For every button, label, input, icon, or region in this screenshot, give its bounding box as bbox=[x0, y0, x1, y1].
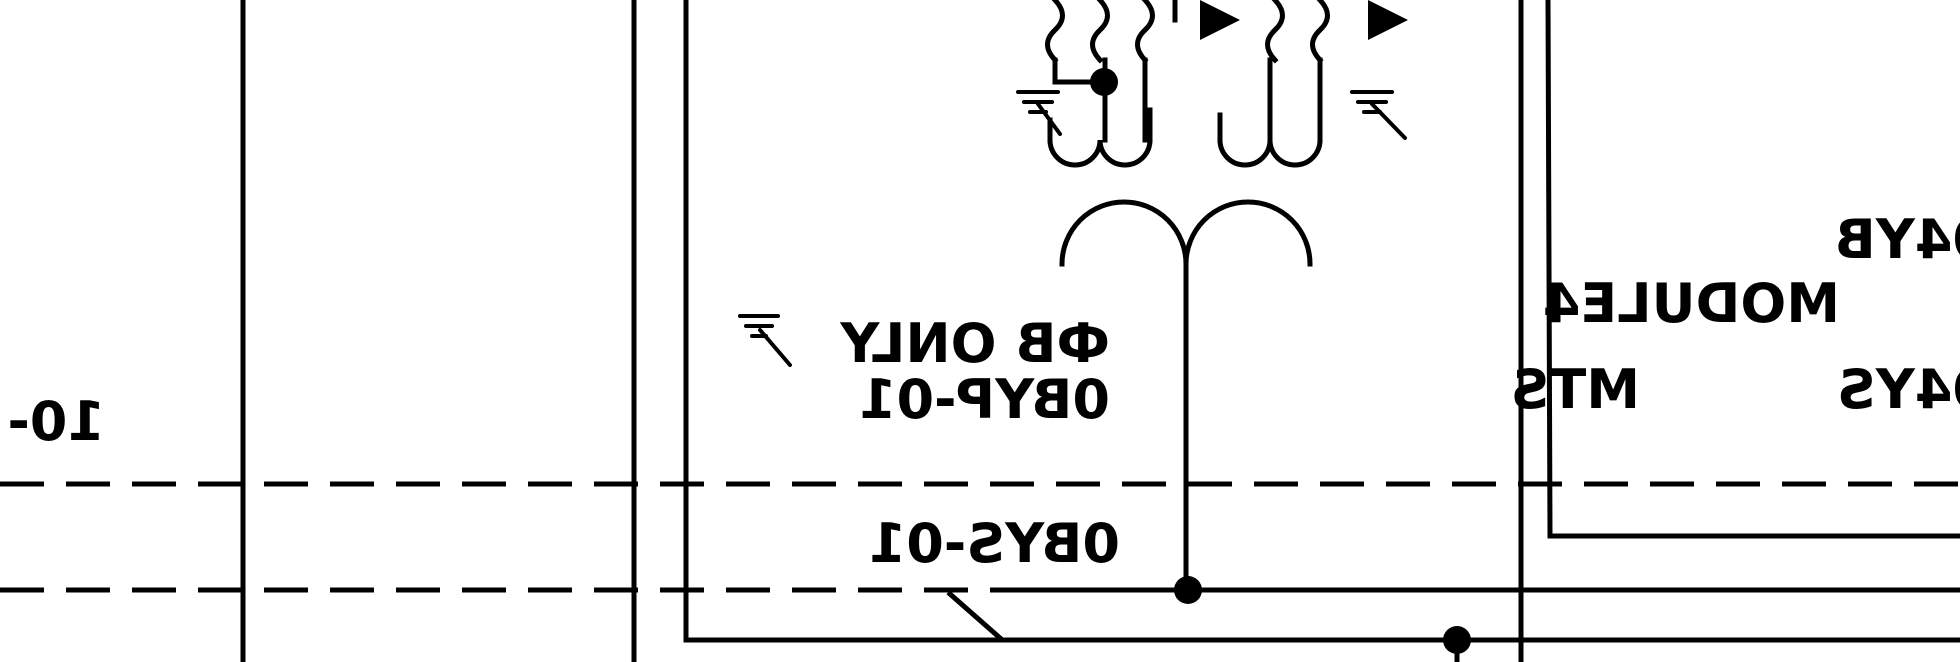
transformer-winding-right-arc bbox=[1183, 199, 1313, 267]
coil-lead-left bbox=[1052, 57, 1108, 85]
ct-coil-curve bbox=[1265, 0, 1285, 64]
o4ys-label: 04YS bbox=[1837, 358, 1960, 421]
obyp-label: 0BYP-01 bbox=[859, 368, 1110, 431]
ct-coil-curve bbox=[1310, 0, 1330, 64]
ct-coil-curve bbox=[1045, 0, 1065, 64]
secondary-winding-right bbox=[1217, 137, 1323, 168]
ground-symbol bbox=[1016, 90, 1062, 136]
ground-symbol bbox=[1350, 90, 1407, 140]
transformer-winding-left-arc bbox=[1059, 199, 1189, 267]
bus-slash-mark bbox=[946, 590, 1004, 642]
arrow-symbol bbox=[1368, 0, 1408, 40]
ground-symbol bbox=[738, 314, 792, 367]
left-tag-label: 10- bbox=[7, 390, 105, 453]
module4-label: MODULE4 bbox=[1543, 272, 1840, 335]
junction-dot bbox=[1090, 68, 1118, 96]
oby-only-label: ФB ONLY bbox=[839, 312, 1110, 375]
module-enclosure-left bbox=[1545, 0, 1553, 539]
mts-label: MTS bbox=[1511, 358, 1640, 421]
ct-coil-curve bbox=[1135, 0, 1155, 64]
ct-coil-curve bbox=[1090, 0, 1110, 64]
secondary-winding-left bbox=[1047, 137, 1153, 168]
junction-dot bbox=[1174, 576, 1202, 604]
arrow-symbol bbox=[1200, 0, 1240, 40]
obys-label: 0BYS-01 bbox=[869, 512, 1120, 575]
o4yb-label: 04YB bbox=[1835, 208, 1960, 271]
